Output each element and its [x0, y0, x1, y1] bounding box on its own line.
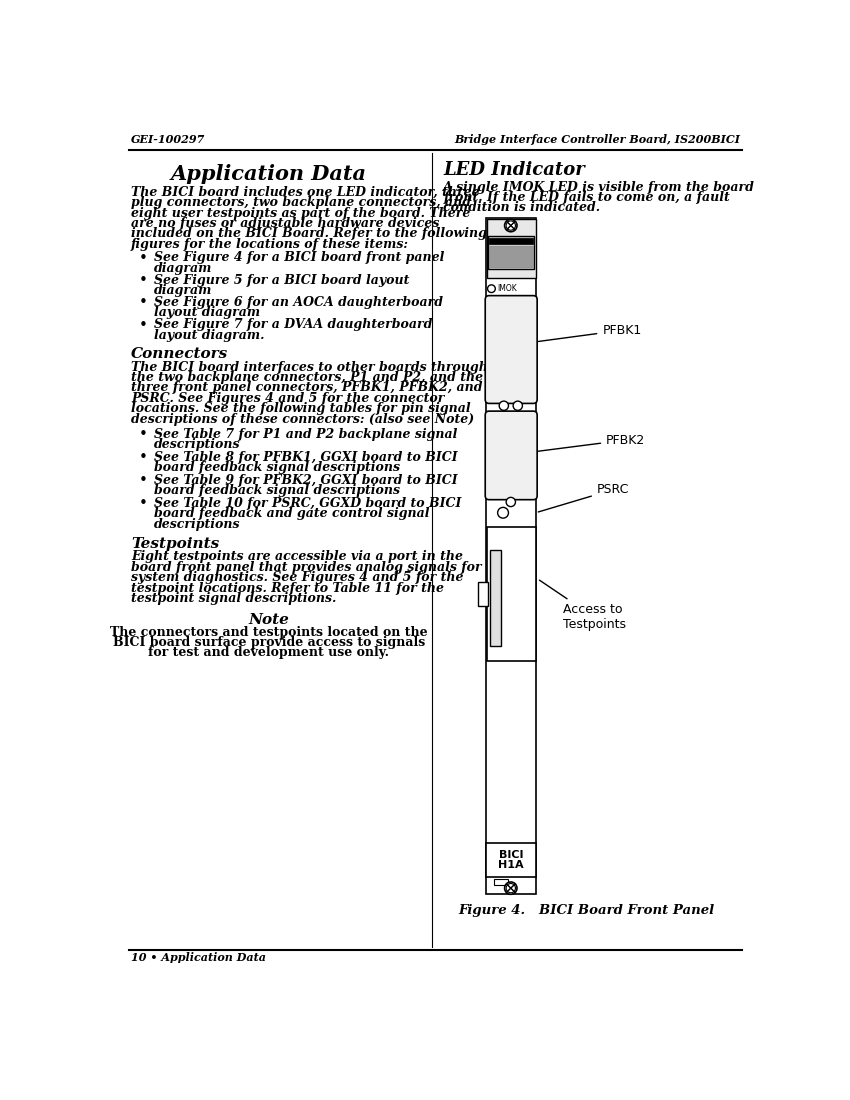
- Text: for test and development use only.: for test and development use only.: [149, 647, 389, 659]
- Text: testpoint locations. Refer to Table 11 for the: testpoint locations. Refer to Table 11 f…: [131, 582, 444, 595]
- Text: Note: Note: [248, 614, 290, 627]
- Text: See Figure 5 for a BICI board layout: See Figure 5 for a BICI board layout: [155, 274, 410, 287]
- FancyBboxPatch shape: [485, 296, 537, 404]
- Bar: [489, 238, 533, 244]
- Text: layout diagram: layout diagram: [155, 307, 260, 319]
- Text: BICI: BICI: [499, 849, 523, 859]
- Text: H1A: H1A: [498, 860, 524, 870]
- Text: PFBK1: PFBK1: [538, 323, 642, 341]
- Text: board feedback and gate control signal: board feedback and gate control signal: [155, 507, 430, 520]
- Text: PFBK2: PFBK2: [538, 433, 645, 451]
- Circle shape: [497, 507, 508, 518]
- Bar: [489, 245, 533, 267]
- Text: •: •: [139, 496, 148, 512]
- Bar: [490, 550, 502, 646]
- Text: the two backplane connectors, P1 and P2, and the: the two backplane connectors, P1 and P2,…: [131, 371, 483, 384]
- Text: LED Indicator: LED Indicator: [444, 162, 585, 179]
- Text: •: •: [139, 427, 148, 442]
- Text: Bridge Interface Controller Board, IS200BICI: Bridge Interface Controller Board, IS200…: [454, 134, 740, 145]
- Text: •: •: [139, 450, 148, 465]
- Circle shape: [505, 219, 517, 232]
- Text: PSRC: PSRC: [538, 483, 629, 512]
- Text: system diagnostics. See Figures 4 and 5 for the: system diagnostics. See Figures 4 and 5 …: [131, 571, 463, 584]
- Text: A single IMOK LED is visible from the board: A single IMOK LED is visible from the bo…: [444, 180, 756, 194]
- Text: •: •: [139, 318, 148, 332]
- Text: BICI board surface provide access to signals: BICI board surface provide access to sig…: [113, 636, 425, 649]
- Text: three front panel connectors, PFBK1, PFBK2, and: three front panel connectors, PFBK1, PFB…: [131, 382, 483, 395]
- Text: •: •: [139, 473, 148, 488]
- Text: testpoint signal descriptions.: testpoint signal descriptions.: [131, 592, 337, 605]
- Text: Figure 4.   BICI Board Front Panel: Figure 4. BICI Board Front Panel: [459, 903, 715, 916]
- Bar: [494, 879, 507, 886]
- Text: The BICI board interfaces to other boards through: The BICI board interfaces to other board…: [131, 361, 488, 374]
- Text: IMOK: IMOK: [497, 284, 518, 294]
- Text: descriptions: descriptions: [155, 518, 241, 531]
- Text: figures for the locations of these items:: figures for the locations of these items…: [131, 238, 409, 251]
- Text: The BICI board includes one LED indicator, three: The BICI board includes one LED indicato…: [131, 186, 479, 199]
- Text: Access to
Testpoints: Access to Testpoints: [540, 580, 626, 631]
- Bar: [487, 527, 536, 661]
- Text: Testpoints: Testpoints: [131, 537, 219, 551]
- Bar: [486, 843, 536, 878]
- Text: PSRC. See Figures 4 and 5 for the connector: PSRC. See Figures 4 and 5 for the connec…: [131, 392, 445, 405]
- Circle shape: [513, 402, 523, 410]
- Text: plug connectors, two backplane connectors, and: plug connectors, two backplane connector…: [131, 196, 471, 209]
- Bar: [479, 583, 488, 605]
- Text: See Table 7 for P1 and P2 backplane signal: See Table 7 for P1 and P2 backplane sign…: [155, 428, 457, 441]
- Text: •: •: [139, 273, 148, 288]
- Text: Eight testpoints are accessible via a port in the: Eight testpoints are accessible via a po…: [131, 550, 463, 563]
- Text: eight user testpoints as part of the board. There: eight user testpoints as part of the boa…: [131, 207, 470, 220]
- Text: See Figure 6 for an AOCA daughterboard: See Figure 6 for an AOCA daughterboard: [155, 296, 444, 309]
- Text: •: •: [139, 295, 148, 310]
- Text: diagram: diagram: [155, 262, 212, 275]
- Text: The connectors and testpoints located on the: The connectors and testpoints located on…: [110, 626, 428, 639]
- Text: condition is indicated.: condition is indicated.: [444, 201, 600, 214]
- Text: See Table 8 for PFBK1, GGXI board to BICI: See Table 8 for PFBK1, GGXI board to BIC…: [155, 451, 458, 464]
- Circle shape: [505, 882, 517, 894]
- Text: layout diagram.: layout diagram.: [155, 329, 265, 342]
- Text: See Table 9 for PFBK2, GGXI board to BICI: See Table 9 for PFBK2, GGXI board to BIC…: [155, 474, 458, 487]
- Text: board feedback signal descriptions: board feedback signal descriptions: [155, 461, 400, 474]
- Circle shape: [499, 402, 508, 410]
- Text: •: •: [139, 251, 148, 265]
- Text: locations. See the following tables for pin signal: locations. See the following tables for …: [131, 403, 471, 416]
- Text: See Table 10 for PSRC, GGXD board to BICI: See Table 10 for PSRC, GGXD board to BIC…: [155, 497, 462, 510]
- Text: GEI-100297: GEI-100297: [131, 134, 206, 145]
- FancyBboxPatch shape: [485, 411, 537, 499]
- Text: included on the BICI Board. Refer to the following: included on the BICI Board. Refer to the…: [131, 228, 487, 241]
- Text: front. If the LED fails to come on, a fault: front. If the LED fails to come on, a fa…: [444, 191, 730, 204]
- Text: Connectors: Connectors: [131, 346, 229, 361]
- Text: diagram: diagram: [155, 284, 212, 297]
- Text: descriptions of these connectors: (also see Note): descriptions of these connectors: (also …: [131, 412, 474, 426]
- Text: 10 • Application Data: 10 • Application Data: [131, 953, 266, 964]
- Circle shape: [506, 497, 515, 507]
- Bar: [488, 236, 534, 268]
- Circle shape: [488, 285, 496, 293]
- Bar: [486, 218, 536, 894]
- Text: See Figure 7 for a DVAA daughterboard: See Figure 7 for a DVAA daughterboard: [155, 318, 433, 331]
- Text: Application Data: Application Data: [171, 164, 367, 185]
- Text: are no fuses or adjustable hardware devices: are no fuses or adjustable hardware devi…: [131, 217, 439, 230]
- Text: descriptions: descriptions: [155, 438, 241, 451]
- Text: board feedback signal descriptions: board feedback signal descriptions: [155, 484, 400, 497]
- Text: See Figure 4 for a BICI board front panel: See Figure 4 for a BICI board front pane…: [155, 252, 445, 264]
- Text: board front panel that provides analog signals for: board front panel that provides analog s…: [131, 561, 482, 574]
- Bar: [487, 219, 536, 278]
